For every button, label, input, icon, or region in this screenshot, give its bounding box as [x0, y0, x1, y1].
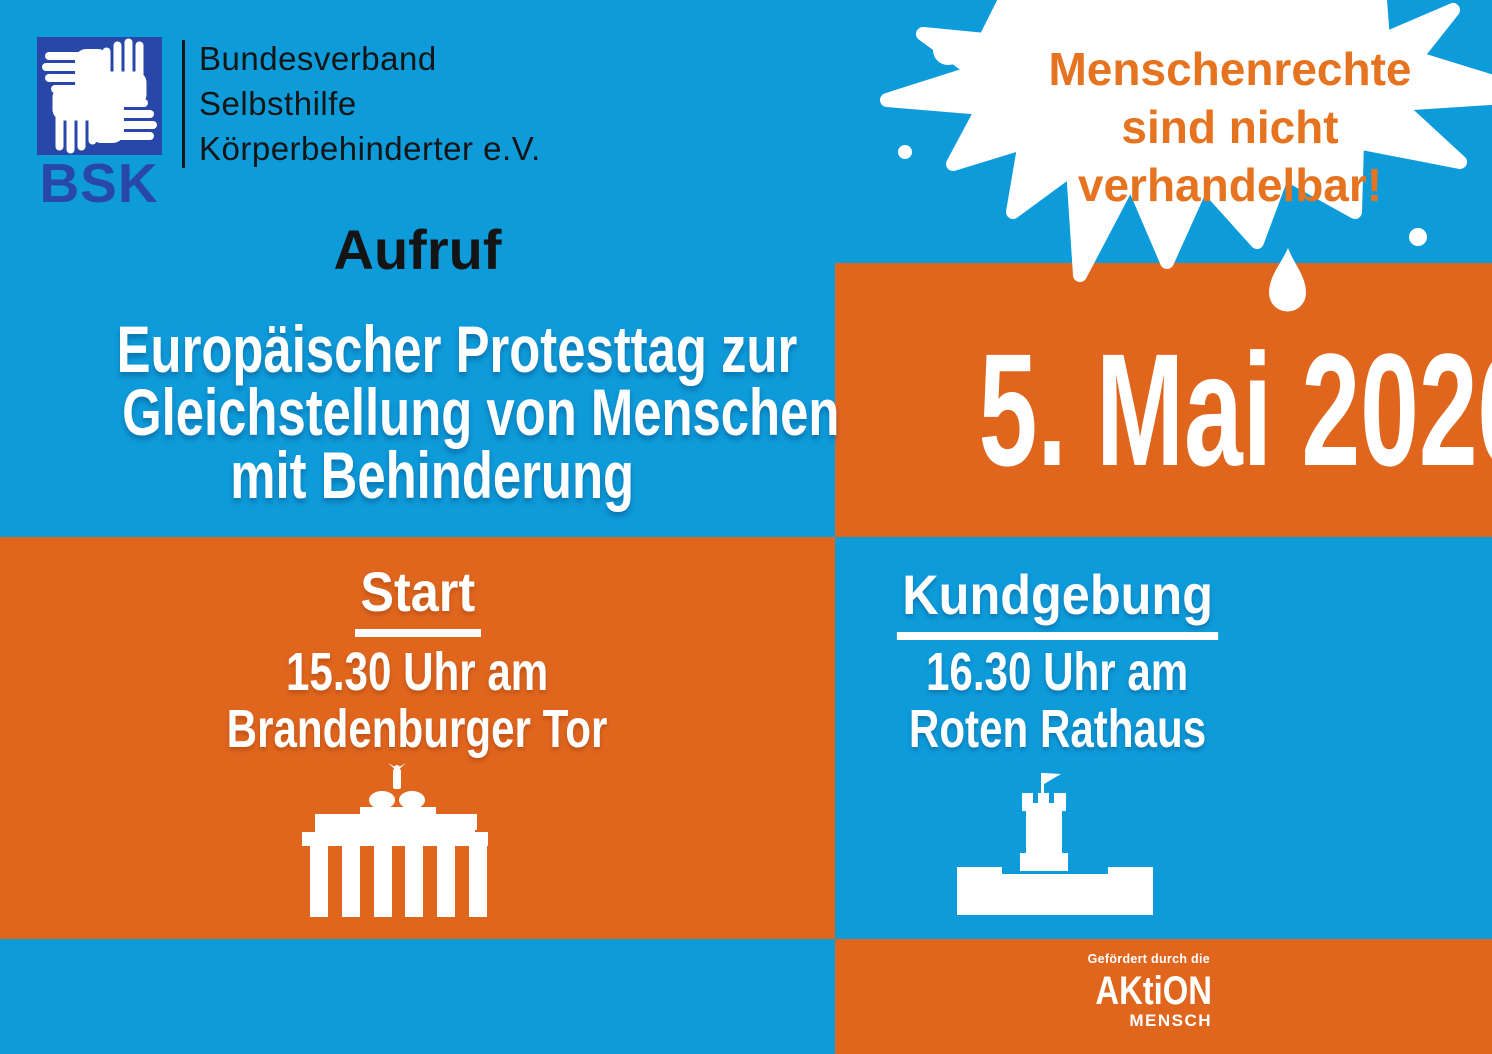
org-name-line: Körperbehinderter e.V. — [199, 130, 541, 167]
sponsor-strip-background — [835, 939, 1492, 1054]
rally-time: 16.30 Uhr am — [926, 642, 1189, 702]
org-name-line: Selbsthilfe — [199, 85, 357, 122]
four-hands-icon — [37, 37, 162, 155]
ink-splat-shape — [880, 0, 1492, 312]
call-heading: Aufruf — [333, 218, 502, 281]
org-abbreviation: BSK — [39, 152, 159, 214]
date-section-background — [835, 263, 1492, 537]
start-place: Brandenburger Tor — [227, 699, 608, 759]
main-title-line: Europäischer Protesttag zur — [116, 312, 798, 386]
slogan: Menschenrechte sind nicht verhandelbar! — [1000, 40, 1460, 214]
brandenburg-gate-icon — [302, 763, 488, 917]
slogan-line: Menschenrechte — [1048, 43, 1412, 95]
aktion-mensch-logo-line2: MENSCH — [1129, 1011, 1212, 1030]
main-title: Europäischer Protesttag zur Gleichstellu… — [15, 312, 850, 512]
brand-divider — [182, 40, 185, 168]
slogan-line: sind nicht — [1121, 101, 1339, 153]
sponsor-note: Gefördert durch die — [1087, 952, 1210, 966]
org-name: Bundesverband Selbsthilfe Körperbehinder… — [199, 36, 541, 171]
start-time: 15.30 Uhr am — [286, 642, 549, 702]
event-date: 5. Mai 2026 — [978, 320, 1492, 499]
main-title-line: mit Behinderung — [230, 438, 635, 512]
main-title-line: Gleichstellung von Menschen — [122, 375, 840, 449]
rally-place: Roten Rathaus — [908, 699, 1207, 759]
org-name-line: Bundesverband — [199, 40, 437, 77]
sponsor-block: Gefördert durch die AKtiON MENSCH — [835, 952, 1212, 1029]
rotes-rathaus-icon — [957, 773, 1153, 915]
aktion-mensch-logo: AKtiON — [1095, 969, 1212, 1013]
rally-heading: Kundgebung — [835, 567, 1280, 640]
slogan-line: verhandelbar! — [1077, 159, 1383, 211]
start-heading: Start — [0, 564, 835, 637]
